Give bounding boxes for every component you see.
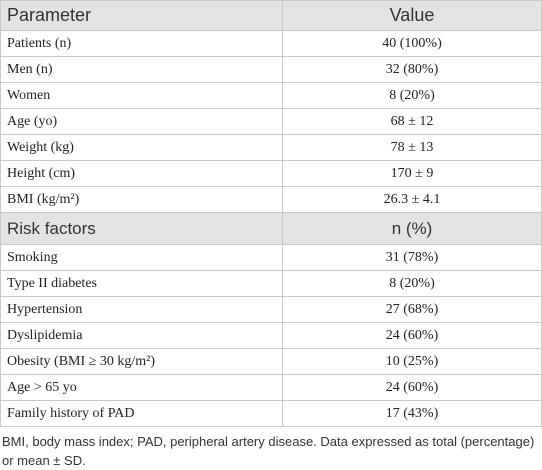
label-cell: Risk factors [0, 212, 283, 245]
value-cell: 68 ± 12 [282, 108, 542, 135]
value-cell: 32 (80%) [282, 56, 542, 83]
value-cell: 17 (43%) [282, 400, 542, 427]
value-cell: 31 (78%) [282, 244, 542, 271]
row: Patients (n) 40 (100%) [0, 30, 542, 57]
value-cell: 8 (20%) [282, 82, 542, 109]
value-cell: 24 (60%) [282, 374, 542, 401]
label-cell: Patients (n) [0, 30, 283, 57]
row: Weight (kg) 78 ± 13 [0, 134, 542, 161]
label-cell: Weight (kg) [0, 134, 283, 161]
row: Age > 65 yo 24 (60%) [0, 374, 542, 401]
label-cell: Age > 65 yo [0, 374, 283, 401]
footnote: BMI, body mass index; PAD, peripheral ar… [2, 434, 535, 468]
row: Men (n) 32 (80%) [0, 56, 542, 83]
row: Obesity (BMI ≥ 30 kg/m²) 10 (25%) [0, 348, 542, 375]
row: Height (cm) 170 ± 9 [0, 160, 542, 187]
row: Dyslipidemia 24 (60%) [0, 322, 542, 349]
section-row: Risk factors n (%) [0, 212, 542, 245]
label-cell: Men (n) [0, 56, 283, 83]
row: BMI (kg/m²) 26.3 ± 4.1 [0, 186, 542, 213]
label-cell: Type II diabetes [0, 270, 283, 297]
row: Hypertension 27 (68%) [0, 296, 542, 323]
value-cell: 40 (100%) [282, 30, 542, 57]
label-cell: Age (yo) [0, 108, 283, 135]
table-body: Patients (n) 40 (100%) Men (n) 32 (80%) Wome… [0, 30, 542, 427]
label-cell: Obesity (BMI ≥ 30 kg/m²) [0, 348, 283, 375]
label-cell: Smoking [0, 244, 283, 271]
value-cell: 78 ± 13 [282, 134, 542, 161]
label-cell: Women [0, 82, 283, 109]
value-cell: 170 ± 9 [282, 160, 542, 187]
row: Age (yo) 68 ± 12 [0, 108, 542, 135]
value-cell: 10 (25%) [282, 348, 542, 375]
label-cell: BMI (kg/m²) [0, 186, 283, 213]
value-cell: 27 (68%) [282, 296, 542, 323]
value-cell: 26.3 ± 4.1 [282, 186, 542, 213]
header-cell: Parameter [0, 0, 283, 31]
header-row: Parameter Value [0, 0, 542, 31]
header-cell: Value [282, 0, 542, 31]
row: Family history of PAD 17 (43%) [0, 400, 542, 427]
value-cell: 8 (20%) [282, 270, 542, 297]
value-cell: n (%) [282, 212, 542, 245]
row: Smoking 31 (78%) [0, 244, 542, 271]
label-cell: Hypertension [0, 296, 283, 323]
label-cell: Height (cm) [0, 160, 283, 187]
label-cell: Family history of PAD [0, 400, 283, 427]
label-cell: Dyslipidemia [0, 322, 283, 349]
data-table: Parameter Value Patients (n) 40 (100%) Men… [0, 0, 542, 427]
row: Type II diabetes 8 (20%) [0, 270, 542, 297]
row: Women 8 (20%) [0, 82, 542, 109]
value-cell: 24 (60%) [282, 322, 542, 349]
